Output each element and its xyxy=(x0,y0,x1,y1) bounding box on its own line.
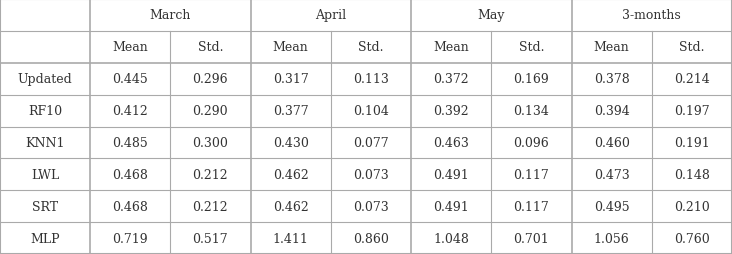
Text: Mean: Mean xyxy=(433,41,469,54)
Text: 0.392: 0.392 xyxy=(433,105,469,118)
Text: 0.473: 0.473 xyxy=(594,168,630,181)
Text: 0.073: 0.073 xyxy=(353,200,389,213)
Text: May: May xyxy=(477,9,505,22)
Text: 0.485: 0.485 xyxy=(112,136,148,149)
Text: 0.372: 0.372 xyxy=(433,73,469,86)
Text: 0.445: 0.445 xyxy=(112,73,148,86)
Text: 0.462: 0.462 xyxy=(273,200,308,213)
Text: KNN1: KNN1 xyxy=(26,136,64,149)
Text: 0.214: 0.214 xyxy=(674,73,710,86)
Text: 0.117: 0.117 xyxy=(514,200,549,213)
Text: 0.860: 0.860 xyxy=(353,232,389,245)
Text: 0.169: 0.169 xyxy=(514,73,549,86)
Text: 0.210: 0.210 xyxy=(674,200,710,213)
Text: Mean: Mean xyxy=(594,41,630,54)
Text: 0.491: 0.491 xyxy=(433,168,469,181)
Text: 0.430: 0.430 xyxy=(273,136,309,149)
Text: 0.073: 0.073 xyxy=(353,168,389,181)
Text: 0.191: 0.191 xyxy=(674,136,710,149)
Text: 0.096: 0.096 xyxy=(514,136,549,149)
Text: 3-months: 3-months xyxy=(622,9,681,22)
Text: 0.134: 0.134 xyxy=(513,105,549,118)
Text: 0.290: 0.290 xyxy=(193,105,228,118)
Text: 0.517: 0.517 xyxy=(193,232,228,245)
Text: 0.212: 0.212 xyxy=(193,168,228,181)
Text: LWL: LWL xyxy=(31,168,59,181)
Text: 0.412: 0.412 xyxy=(112,105,148,118)
Text: Updated: Updated xyxy=(18,73,72,86)
Text: 0.719: 0.719 xyxy=(112,232,148,245)
Text: 0.394: 0.394 xyxy=(594,105,630,118)
Text: April: April xyxy=(315,9,346,22)
Text: 0.701: 0.701 xyxy=(514,232,549,245)
Text: 0.460: 0.460 xyxy=(594,136,630,149)
Text: 0.296: 0.296 xyxy=(193,73,228,86)
Text: 0.148: 0.148 xyxy=(674,168,710,181)
Text: Std.: Std. xyxy=(358,41,384,54)
Text: 0.117: 0.117 xyxy=(514,168,549,181)
Text: March: March xyxy=(149,9,191,22)
Text: Std.: Std. xyxy=(519,41,544,54)
Text: Std.: Std. xyxy=(198,41,223,54)
Text: MLP: MLP xyxy=(30,232,60,245)
Text: 0.463: 0.463 xyxy=(433,136,469,149)
Text: 0.197: 0.197 xyxy=(674,105,710,118)
Text: Mean: Mean xyxy=(112,41,148,54)
Text: 1.048: 1.048 xyxy=(433,232,469,245)
Text: RF10: RF10 xyxy=(28,105,62,118)
Text: 0.377: 0.377 xyxy=(273,105,308,118)
Text: 0.378: 0.378 xyxy=(594,73,630,86)
Text: 0.462: 0.462 xyxy=(273,168,308,181)
Text: Mean: Mean xyxy=(273,41,308,54)
Text: 1.411: 1.411 xyxy=(273,232,309,245)
Text: Std.: Std. xyxy=(679,41,705,54)
Text: 0.760: 0.760 xyxy=(674,232,710,245)
Text: SRT: SRT xyxy=(32,200,58,213)
Text: 0.495: 0.495 xyxy=(594,200,630,213)
Text: 0.113: 0.113 xyxy=(353,73,389,86)
Text: 1.056: 1.056 xyxy=(594,232,630,245)
Text: 0.104: 0.104 xyxy=(353,105,389,118)
Text: 0.468: 0.468 xyxy=(112,200,148,213)
Text: 0.077: 0.077 xyxy=(353,136,389,149)
Text: 0.468: 0.468 xyxy=(112,168,148,181)
Text: 0.491: 0.491 xyxy=(433,200,469,213)
Text: 0.212: 0.212 xyxy=(193,200,228,213)
Text: 0.300: 0.300 xyxy=(193,136,228,149)
Text: 0.317: 0.317 xyxy=(273,73,308,86)
